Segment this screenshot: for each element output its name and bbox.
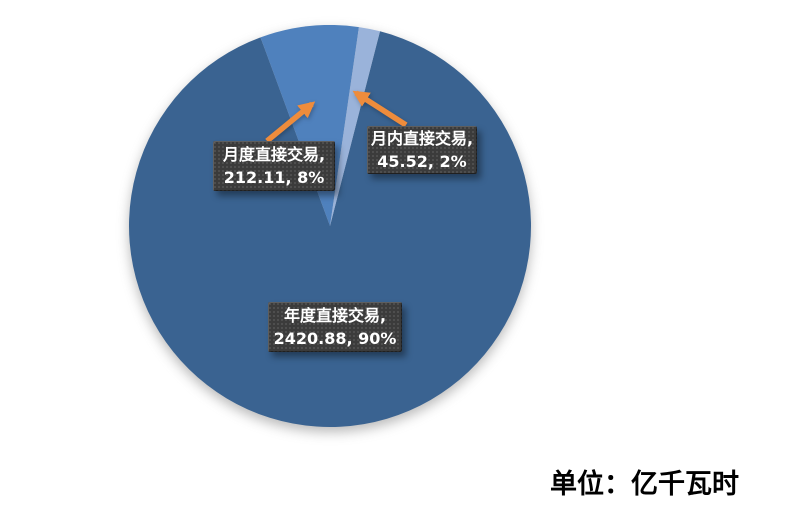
unit-label: 单位：亿千瓦时 — [550, 469, 739, 500]
data-label-annual: 年度直接交易, 2420.88, 90% — [268, 302, 402, 352]
data-label-intramonth: 月内直接交易, 45.52, 2% — [367, 126, 477, 174]
data-label-annual-value: 2420.88, 90% — [273, 329, 397, 348]
data-label-monthly-value: 212.11, 8% — [223, 168, 325, 187]
pie-slice-intramonth — [330, 27, 380, 226]
data-label-annual-name: 年度直接交易, — [283, 306, 387, 325]
data-label-monthly: 月度直接交易, 212.11, 8% — [213, 141, 335, 191]
callout-arrows — [265, 90, 408, 144]
pie — [129, 25, 532, 427]
data-label-intramonth-name: 月内直接交易, — [370, 129, 474, 148]
callout-arrow-intramonth — [352, 90, 408, 128]
callout-arrow-monthly — [265, 101, 316, 144]
data-label-intramonth-value: 45.52, 2% — [377, 152, 467, 171]
data-label-monthly-name: 月度直接交易, — [222, 145, 326, 164]
